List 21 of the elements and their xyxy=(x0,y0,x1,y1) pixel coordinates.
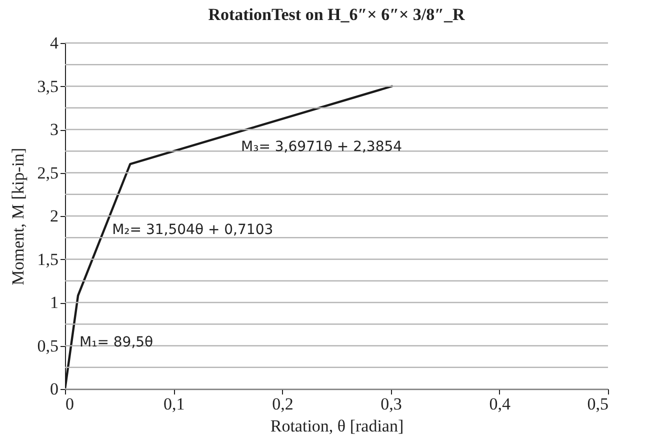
y-tick-label: 2 xyxy=(50,206,58,226)
x-tick-label: 0,3 xyxy=(380,394,402,414)
y-tick-label: 3,5 xyxy=(37,76,58,96)
annotation: M₂= 31,504θ + 0,7103 xyxy=(112,222,274,238)
y-tick-label: 1,5 xyxy=(37,250,58,269)
y-tick-label: 3 xyxy=(50,120,58,139)
x-tick-label: 0,1 xyxy=(163,394,185,414)
chart-title: RotationTest on H_6″× 6″× 3/8″_R xyxy=(208,5,466,24)
x-tick-label: 0 xyxy=(66,394,74,414)
annotation: M₁= 89,5θ xyxy=(80,334,154,350)
y-tick-label: 0 xyxy=(50,380,58,398)
annotation: M₃= 3,6971θ + 2,3854 xyxy=(241,139,402,156)
x-tick-label: 0,5 xyxy=(587,394,608,414)
y-tick-label: 0,5 xyxy=(37,336,58,356)
y-tick-label: 4 xyxy=(50,34,59,52)
y-tick-label: 2,5 xyxy=(37,163,58,182)
x-tick-label: 0,2 xyxy=(272,394,294,414)
x-axis-title: Rotation, θ [radian] xyxy=(270,416,404,436)
y-tick-label: 1 xyxy=(50,293,58,312)
x-tick-label: 0,4 xyxy=(489,394,512,414)
y-axis-title: Moment, M [kip-in] xyxy=(8,148,28,286)
